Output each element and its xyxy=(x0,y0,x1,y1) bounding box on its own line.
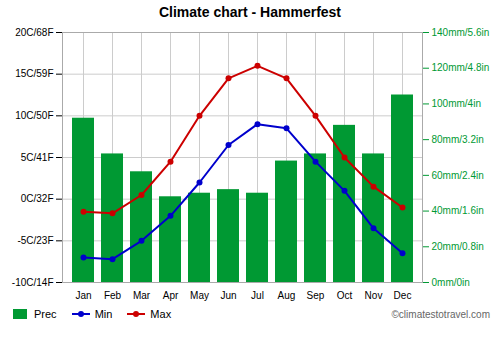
svg-text:80mm/3.2in: 80mm/3.2in xyxy=(432,134,484,145)
html-text:Min: Min xyxy=(94,308,113,320)
svg-text:20C/68F: 20C/68F xyxy=(15,27,53,38)
svg-text:0C/32F: 0C/32F xyxy=(21,193,54,204)
svg-text:40mm/1.6in: 40mm/1.6in xyxy=(432,205,484,216)
html-text:Climate chart - Hammerfest: Climate chart - Hammerfest xyxy=(159,4,341,20)
svg-text:Nov: Nov xyxy=(365,290,383,301)
svg-text:Aug: Aug xyxy=(278,290,296,301)
svg-text:140mm/5.6in: 140mm/5.6in xyxy=(432,27,490,38)
svg-text:Dec: Dec xyxy=(394,290,412,301)
svg-text:60mm/2.4in: 60mm/2.4in xyxy=(432,170,484,181)
svg-text:5C/41F: 5C/41F xyxy=(21,152,54,163)
svg-text:Mar: Mar xyxy=(133,290,151,301)
svg-text:Jul: Jul xyxy=(251,290,264,301)
svg-text:20mm/0.8in: 20mm/0.8in xyxy=(432,241,484,252)
svg-text:-10C/14F: -10C/14F xyxy=(12,277,54,288)
svg-text:Jan: Jan xyxy=(75,290,91,301)
html-text:Prec: Prec xyxy=(34,308,57,320)
svg-text:15C/59F: 15C/59F xyxy=(15,68,53,79)
svg-text:Oct: Oct xyxy=(337,290,353,301)
html-text:Max: Max xyxy=(150,308,172,320)
svg-text:May: May xyxy=(190,290,209,301)
svg-text:100mm/4in: 100mm/4in xyxy=(432,98,481,109)
svg-text:120mm/4.8in: 120mm/4.8in xyxy=(432,62,490,73)
svg-text:Jun: Jun xyxy=(220,290,236,301)
svg-text:Feb: Feb xyxy=(104,290,122,301)
svg-text:Apr: Apr xyxy=(163,290,179,301)
html-text:©climatestotravel.com: ©climatestotravel.com xyxy=(391,308,490,320)
svg-text:Sep: Sep xyxy=(307,290,325,301)
svg-text:0mm/0in: 0mm/0in xyxy=(432,277,470,288)
svg-text:-5C/23F: -5C/23F xyxy=(17,235,53,246)
svg-text:10C/50F: 10C/50F xyxy=(15,110,53,121)
